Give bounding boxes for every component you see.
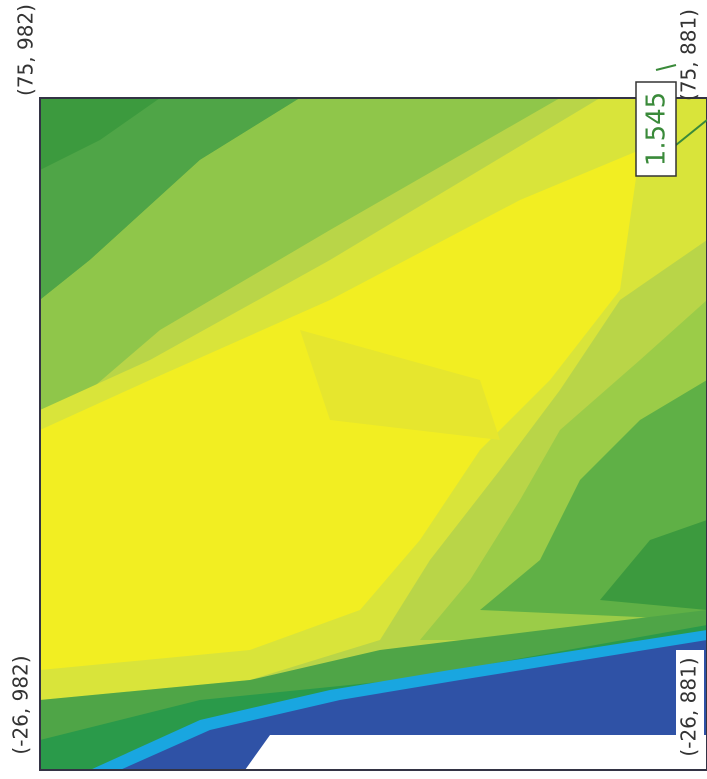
leader-line [656,65,676,70]
corner-label: (-26, 982) [9,655,33,754]
corner-label: (75, 881) [677,9,701,101]
corner-label: (75, 982) [14,4,38,96]
marker-label: 1.545 [642,92,672,166]
corner-label: (-26, 881) [677,657,701,756]
map-view: (75, 982) (75, 881) (-26, 982) (-26, 881… [0,0,707,775]
contour-map [40,98,707,770]
